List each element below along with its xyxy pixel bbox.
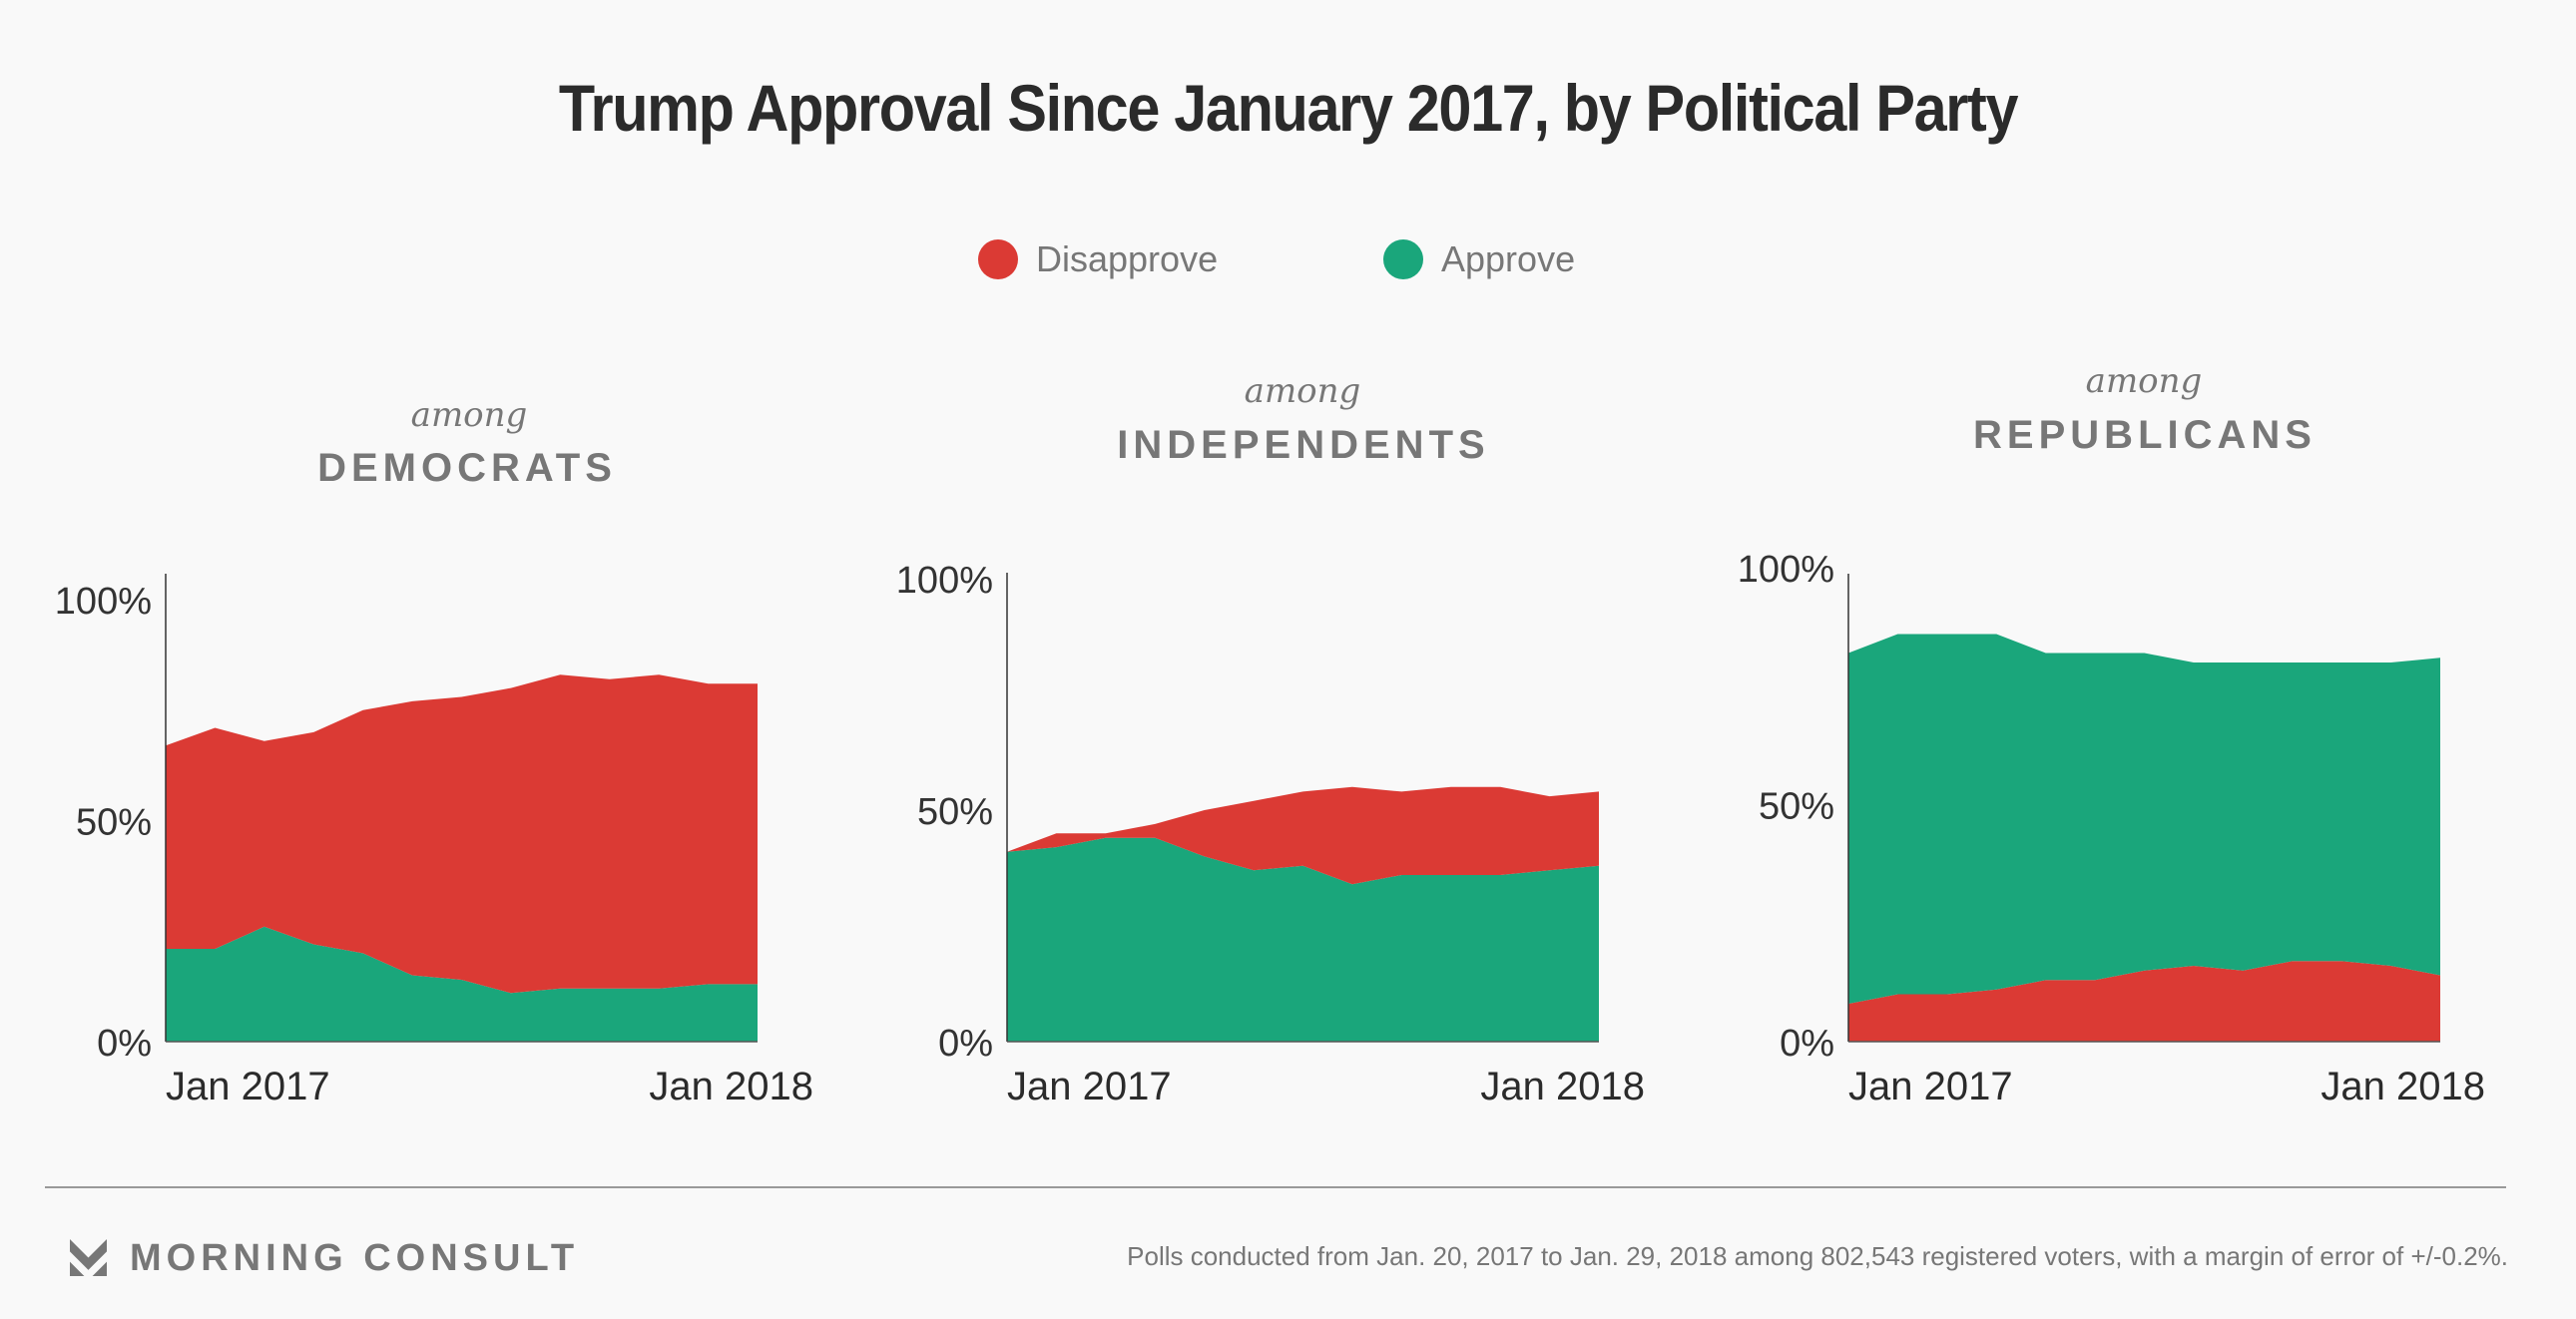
x-tick-label: Jan 2017 [1007,1065,1172,1108]
footer-divider [45,1186,2506,1188]
panel-title-democrats: DEMOCRATS [317,446,617,490]
legend-label-disapprove: Disapprove [1036,238,1219,279]
panel-title-independents: INDEPENDENTS [1117,423,1490,467]
y-tick-label: 0% [938,1023,993,1065]
area-approve [166,926,758,1042]
y-tick-label: 100% [1738,549,1834,591]
panel-title-republicans: REPUBLICANS [1973,413,2317,457]
area-approve [1848,634,2440,1004]
x-tick-label: Jan 2018 [649,1065,813,1108]
chart-republicans: 0% 50% 100% Jan 2017 Jan 2018 [1738,549,2485,1108]
y-tick-label: 100% [896,560,993,602]
y-tick-label: 0% [1780,1023,1834,1065]
brand-name: MORNING CONSULT [130,1237,580,1279]
x-tick-label: Jan 2017 [1848,1065,2013,1108]
legend-item-disapprove: Disapprove [978,235,1218,283]
y-tick-label: 100% [55,581,152,623]
chart-title: Trump Approval Since January 2017, by Po… [558,71,2019,145]
panel-subtitle-democrats: among [410,395,528,435]
y-tick-label: 50% [76,802,152,844]
legend-label-approve: Approve [1441,238,1576,279]
panel-subtitle-independents: among [1244,371,1361,411]
area-disapprove [1007,786,1599,885]
y-tick-label: 50% [1759,786,1834,828]
area-disapprove [1848,961,2440,1042]
x-tick-label: Jan 2018 [1480,1065,1645,1108]
chart-democrats: 0% 50% 100% Jan 2017 Jan 2018 [55,574,813,1108]
y-tick-label: 0% [97,1023,152,1065]
y-tick-label: 50% [917,791,993,833]
morning-consult-logo-icon [70,1239,107,1276]
x-tick-label: Jan 2018 [2320,1065,2485,1108]
area-approve [1007,837,1599,1042]
x-tick-label: Jan 2017 [166,1065,330,1108]
area-disapprove [166,674,758,994]
panel-subtitle-republicans: among [2085,361,2203,401]
legend-item-approve: Approve [1383,235,1575,283]
methodology-note: Polls conducted from Jan. 20, 2017 to Ja… [1127,1241,2508,1271]
approve-swatch-icon [1383,239,1423,279]
disapprove-swatch-icon [978,239,1018,279]
chart-independents: 0% 50% 100% Jan 2017 Jan 2018 [896,560,1645,1108]
